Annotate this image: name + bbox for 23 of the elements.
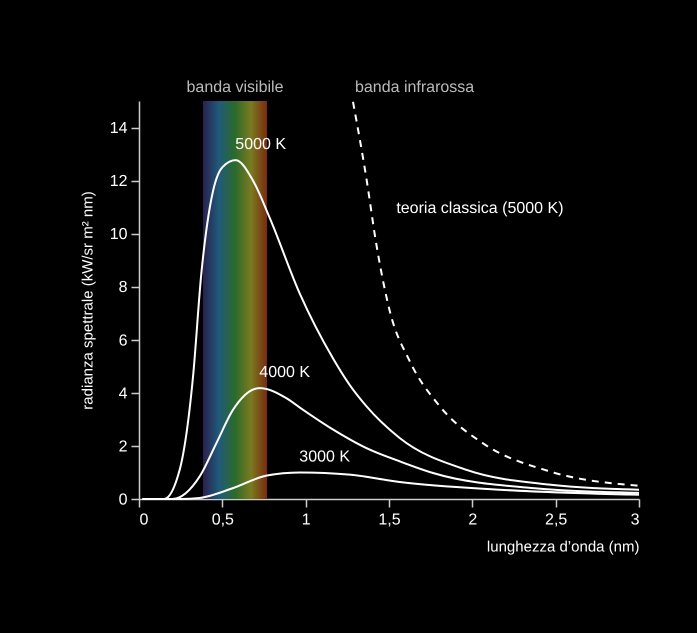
y-tick-label: 12 <box>110 173 128 190</box>
y-tick-label: 4 <box>118 385 128 402</box>
band-label: banda visibile <box>186 79 284 96</box>
x-tick-label: 0 <box>140 512 148 528</box>
y-tick-label: 14 <box>110 120 128 138</box>
text: banda infrarossa <box>355 79 474 96</box>
y-tick-label: 8 <box>118 279 128 296</box>
x-tick-label: 1 <box>302 512 311 528</box>
series-label: 5000 K <box>235 136 286 154</box>
x-tick-label: 2 <box>468 512 478 528</box>
x-tick-label: 0,5 <box>212 512 234 528</box>
y-tick-label: 2 <box>118 438 128 456</box>
series-label: 4000 K <box>259 364 310 382</box>
x-tick-label: 2,5 <box>545 512 568 528</box>
x-tick-label: 1,5 <box>378 512 401 528</box>
y-tick-label: 6 <box>118 332 128 350</box>
series-label: 3000 K <box>299 448 350 466</box>
y-axis-title: radianza spettrale (kW/sr m² nm) <box>80 191 97 410</box>
y-tick-label: 10 <box>110 226 128 244</box>
y-tick-label: 0 <box>118 492 128 508</box>
series-label: teoria classica (5000 K) <box>396 200 564 217</box>
x-axis-title: lunghezza d’onda (nm) <box>486 538 640 556</box>
x-tick-label: 3 <box>630 512 640 528</box>
